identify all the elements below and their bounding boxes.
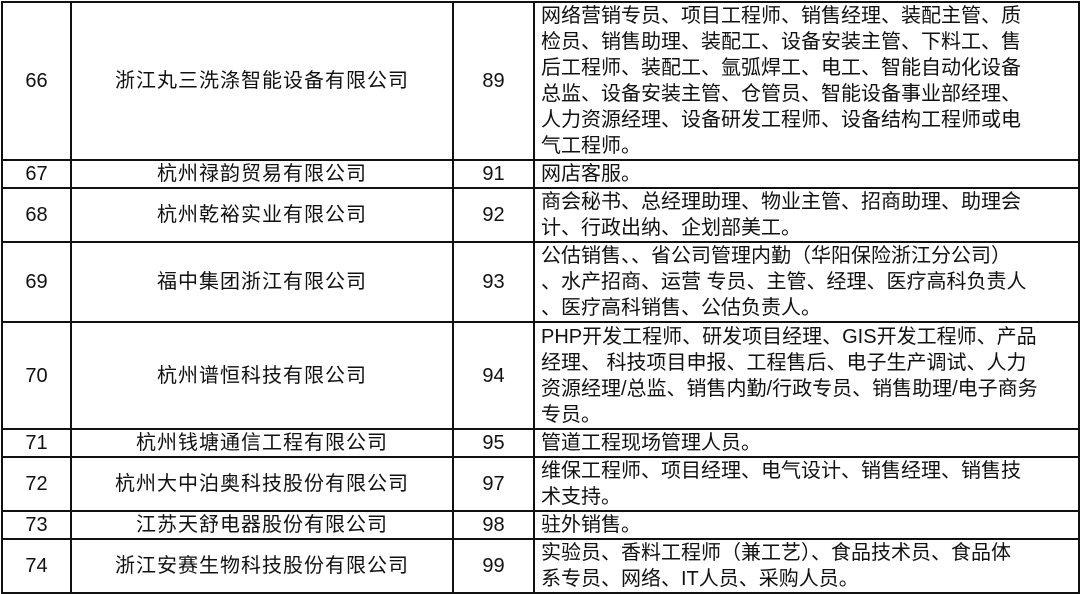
job-positions: PHP开发工程师、研发项目经理、GIS开发工程师、产品 经理、 科技项目申报、工… <box>533 321 1080 430</box>
company-name: 福中集团浙江有限公司 <box>70 241 454 323</box>
company-name: 浙江安赛生物科技股份有限公司 <box>70 538 454 594</box>
table-row: 73 江苏天舒电器股份有限公司 98 驻外销售。 <box>1 510 1080 540</box>
table-row: 67 杭州禄韵贸易有限公司 91 网店客服。 <box>1 159 1080 189</box>
booth-number: 99 <box>452 538 535 594</box>
booth-number: 91 <box>452 159 535 189</box>
job-positions: 公估销售、、省公司管理内勤（华阳保险浙江分公司） 、水产招商、运营 专员、主管、… <box>533 241 1080 323</box>
row-number: 71 <box>1 428 72 458</box>
booth-number: 89 <box>452 1 535 161</box>
job-positions: 网店客服。 <box>533 159 1080 189</box>
job-positions: 管道工程现场管理人员。 <box>533 428 1080 458</box>
job-positions: 维保工程师、项目经理、电气设计、销售经理、销售技 术支持。 <box>533 456 1080 512</box>
row-number: 68 <box>1 187 72 243</box>
company-name: 杭州乾裕实业有限公司 <box>70 187 454 243</box>
row-number: 70 <box>1 321 72 430</box>
row-number: 69 <box>1 241 72 323</box>
company-name: 浙江丸三洗涤智能设备有限公司 <box>70 1 454 161</box>
company-name: 杭州禄韵贸易有限公司 <box>70 159 454 189</box>
booth-number: 98 <box>452 510 535 540</box>
table-row: 71 杭州钱塘通信工程有限公司 95 管道工程现场管理人员。 <box>1 428 1080 458</box>
row-number: 72 <box>1 456 72 512</box>
company-name: 杭州钱塘通信工程有限公司 <box>70 428 454 458</box>
row-number: 73 <box>1 510 72 540</box>
row-number: 66 <box>1 1 72 161</box>
row-number: 74 <box>1 538 72 594</box>
job-positions: 网络营销专员、项目工程师、销售经理、装配主管、质 检员、销售助理、装配工、设备安… <box>533 1 1080 161</box>
job-positions: 商会秘书、总经理助理、物业主管、招商助理、助理会 计、行政出纳、企划部美工。 <box>533 187 1080 243</box>
company-name: 杭州谱恒科技有限公司 <box>70 321 454 430</box>
table-row: 74 浙江安赛生物科技股份有限公司 99 实验员、香料工程师（兼工艺）、食品技术… <box>1 538 1080 594</box>
company-name: 江苏天舒电器股份有限公司 <box>70 510 454 540</box>
job-positions: 驻外销售。 <box>533 510 1080 540</box>
company-name: 杭州大中泊奥科技股份有限公司 <box>70 456 454 512</box>
table-row: 68 杭州乾裕实业有限公司 92 商会秘书、总经理助理、物业主管、招商助理、助理… <box>1 187 1080 243</box>
booth-number: 97 <box>452 456 535 512</box>
booth-number: 95 <box>452 428 535 458</box>
row-number: 67 <box>1 159 72 189</box>
table-row: 66 浙江丸三洗涤智能设备有限公司 89 网络营销专员、项目工程师、销售经理、装… <box>1 1 1080 161</box>
table-row: 72 杭州大中泊奥科技股份有限公司 97 维保工程师、项目经理、电气设计、销售经… <box>1 456 1080 512</box>
booth-number: 93 <box>452 241 535 323</box>
table-row: 69 福中集团浙江有限公司 93 公估销售、、省公司管理内勤（华阳保险浙江分公司… <box>1 241 1080 323</box>
booth-number: 94 <box>452 321 535 430</box>
booth-number: 92 <box>452 187 535 243</box>
job-positions: 实验员、香料工程师（兼工艺）、食品技术员、食品体 系专员、网络、IT人员、采购人… <box>533 538 1080 594</box>
table-row: 70 杭州谱恒科技有限公司 94 PHP开发工程师、研发项目经理、GIS开发工程… <box>1 321 1080 430</box>
